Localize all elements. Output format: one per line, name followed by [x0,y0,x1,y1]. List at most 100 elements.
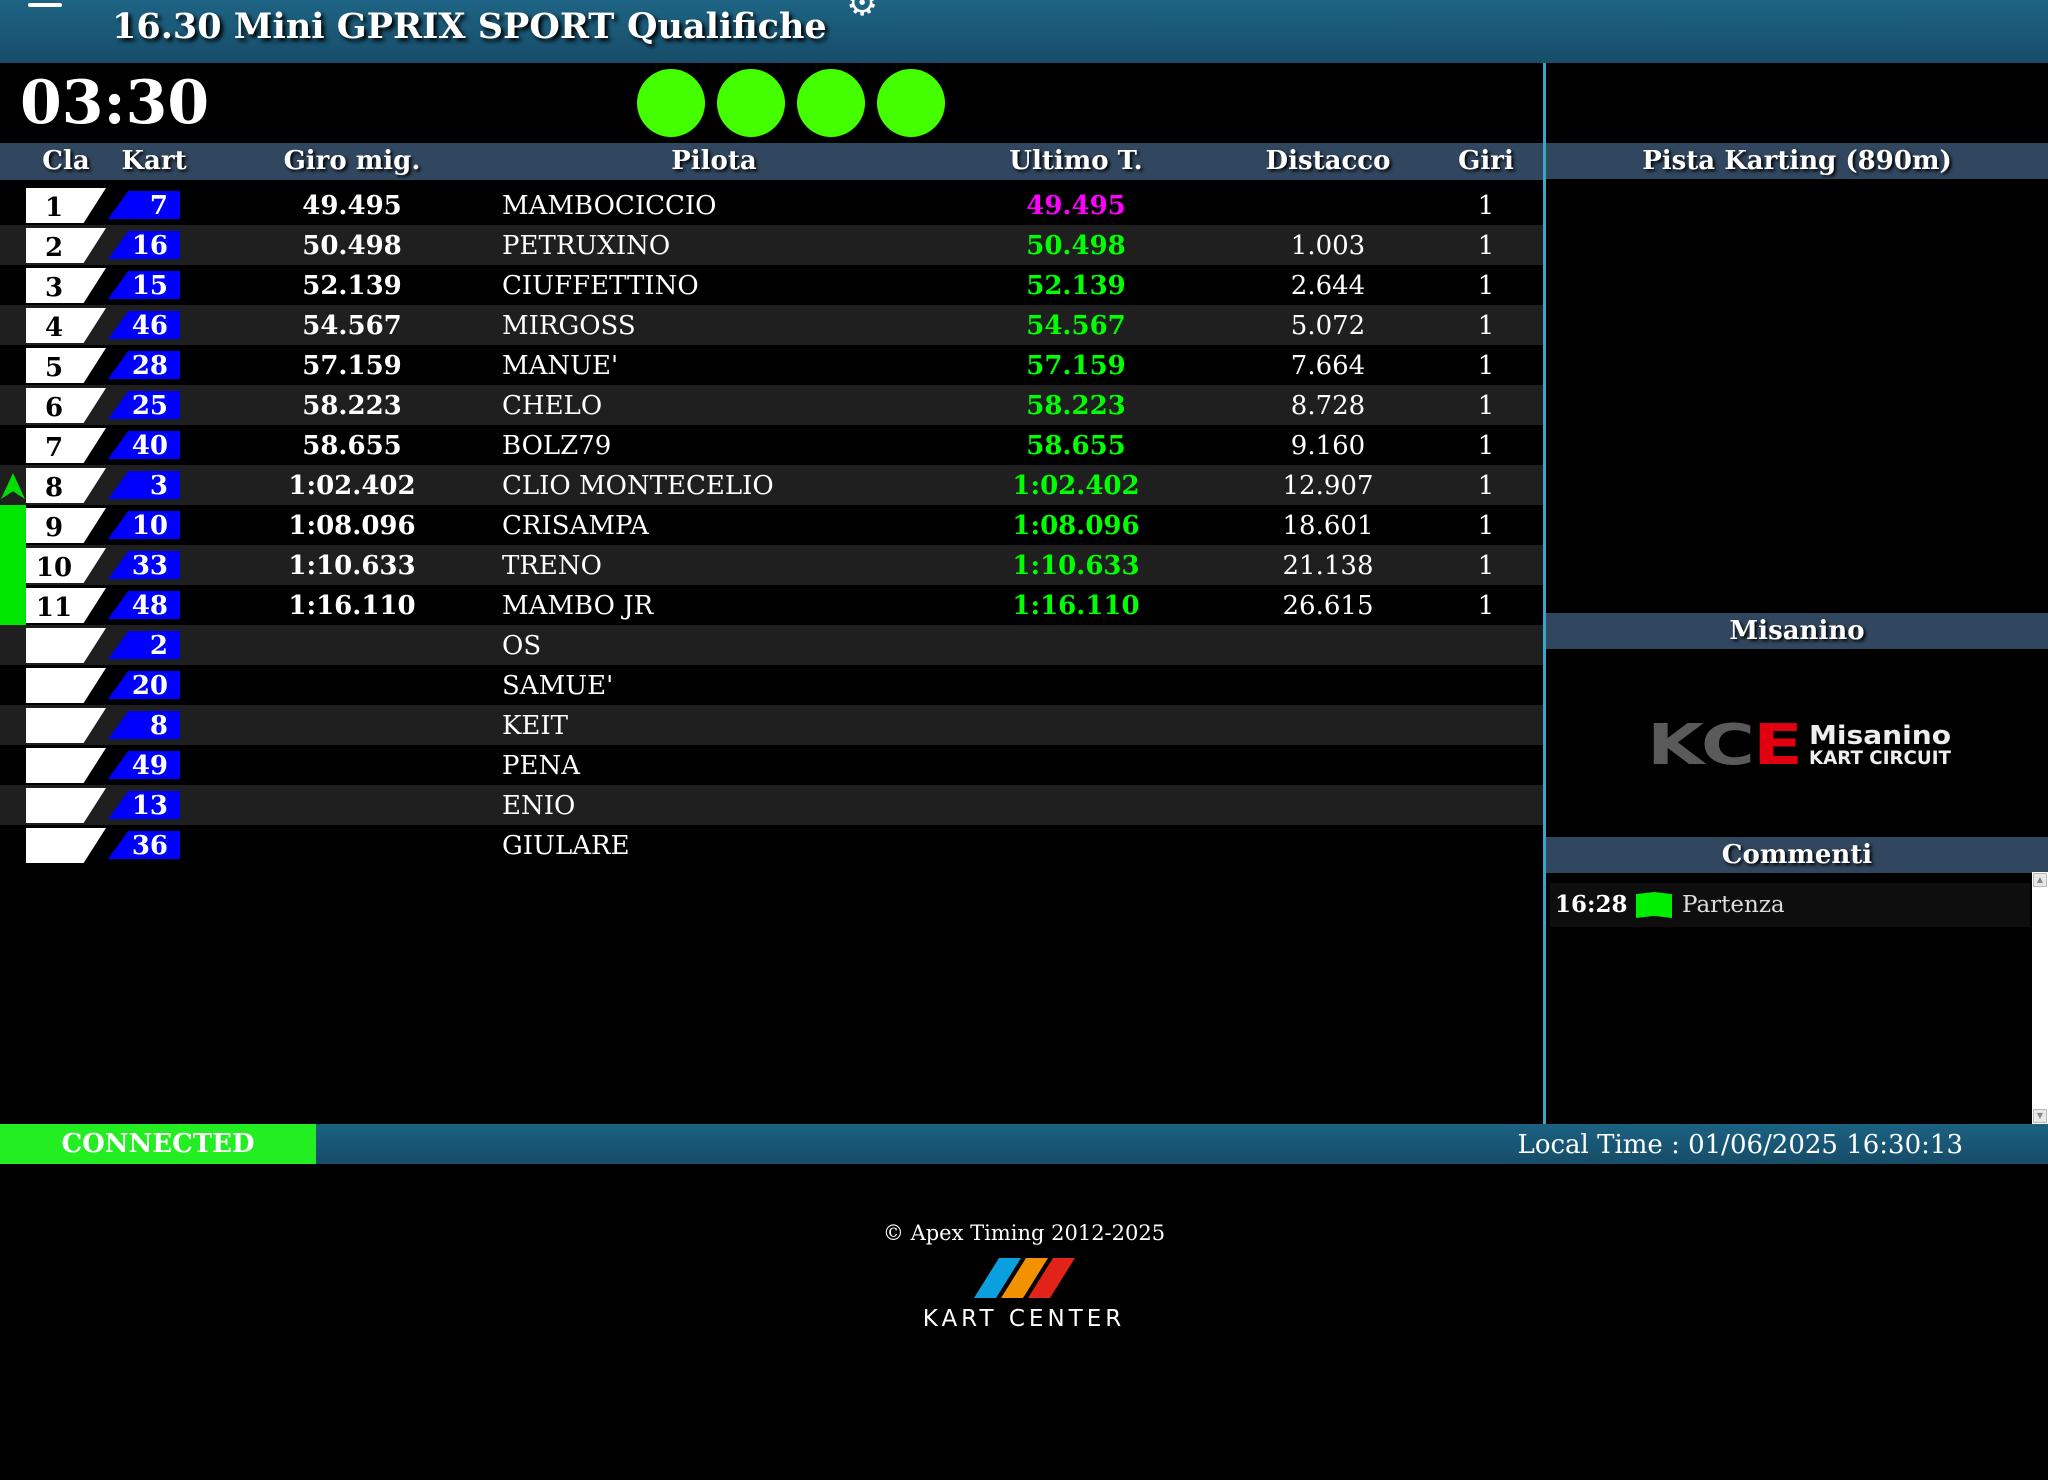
position-change-indicator [0,585,26,625]
connection-status: CONNECTED [0,1124,316,1164]
kart-number: 13 [108,791,180,819]
table-row[interactable]: 11 48 1:16.110 MAMBO JR 1:16.110 26.615 1 [0,585,1543,625]
comments-scrollbar[interactable]: ▲ ▼ [2032,872,2048,1124]
table-row[interactable]: 5 28 57.159 MANUE' 57.159 7.664 1 [0,345,1543,385]
best-lap: 1:10.633 [288,551,416,581]
position-badge: 1 [26,188,106,223]
gap: 2.644 [1290,271,1366,301]
standings-table: 1 7 49.495 MAMBOCICCIO 49.495 1 2 16 50.498 PETRU… [0,185,1543,865]
col-gap[interactable]: Distacco [1265,146,1391,176]
col-laps[interactable]: Giri [1458,146,1514,176]
laps: 1 [1477,351,1495,381]
position-badge: 10 [26,548,106,583]
last-lap: 54.567 [1026,311,1126,341]
col-driver[interactable]: Pilota [671,146,757,176]
position: 7 [44,433,64,463]
gap: 8.728 [1290,391,1366,421]
table-row[interactable]: 4 46 54.567 MIRGOSS 54.567 5.072 1 [0,305,1543,345]
table-header: Cla Kart Giro mig. Pilota Ultimo T. Dist… [0,143,1543,180]
table-row[interactable]: 7 40 58.655 BOLZ79 58.655 9.160 1 [0,425,1543,465]
gap: 26.615 [1282,591,1374,621]
scroll-down-arrow-icon[interactable]: ▼ [2033,1109,2047,1123]
last-lap: 57.159 [1026,351,1126,381]
last-lap: 52.139 [1026,271,1126,301]
position-badge: 5 [26,348,106,383]
table-row[interactable]: 36 GIULARE [0,825,1543,865]
position: 9 [44,513,64,543]
table-row[interactable]: 1 7 49.495 MAMBOCICCIO 49.495 1 [0,185,1543,225]
driver-name: KEIT [502,711,569,741]
position-badge: 3 [26,268,106,303]
best-lap: 58.655 [302,431,402,461]
position: 5 [44,353,64,383]
laps: 1 [1477,271,1495,301]
best-lap: 57.159 [302,351,402,381]
laps: 1 [1477,311,1495,341]
start-light [797,69,865,137]
kart-number: 7 [108,191,180,219]
driver-name: PETRUXINO [502,231,671,261]
col-best-lap[interactable]: Giro mig. [283,146,421,176]
best-lap: 1:08.096 [288,511,416,541]
last-lap: 1:08.096 [1012,511,1140,541]
position: 10 [35,553,73,583]
gap: 9.160 [1290,431,1366,461]
position-badge: 6 [26,388,106,423]
driver-name: GIULARE [502,831,630,861]
position: 4 [44,313,64,343]
position-badge [26,788,106,823]
table-row[interactable]: 13 ENIO [0,785,1543,825]
position-badge: 11 [26,588,106,623]
driver-name: ENIO [502,791,576,821]
position-badge [26,708,106,743]
table-row[interactable]: 9 10 1:08.096 CRISAMPA 1:08.096 18.601 1 [0,505,1543,545]
gap: 5.072 [1290,311,1366,341]
table-row[interactable]: 3 15 52.139 CIUFFETTINO 52.139 2.644 1 [0,265,1543,305]
venue-title: Misanino [1546,613,2048,649]
position: 8 [44,473,64,503]
driver-name: TRENO [502,551,602,581]
col-last-lap[interactable]: Ultimo T. [1009,146,1143,176]
table-row[interactable]: 6 25 58.223 CHELO 58.223 8.728 1 [0,385,1543,425]
col-cla[interactable]: Cla [42,146,90,176]
kart-number: 46 [108,311,180,339]
svg-text:Misanino: Misanino [1809,721,1951,751]
gear-icon[interactable]: ⚙ [846,0,879,24]
position-badge [26,668,106,703]
table-row[interactable]: 49 PENA [0,745,1543,785]
session-title: Qualifiche [627,6,827,47]
svg-text:KC: KC [1647,720,1755,766]
laps: 1 [1477,191,1495,221]
table-row[interactable]: 2 OS [0,625,1543,665]
gap: 7.664 [1290,351,1366,381]
gap: 21.138 [1282,551,1374,581]
position-badge: 9 [26,508,106,543]
position: 6 [44,393,64,423]
kart-number: 28 [108,351,180,379]
last-lap: 1:02.402 [1012,471,1140,501]
comment-item: 16:28 Partenza [1550,883,2030,927]
driver-name: OS [502,631,542,661]
gap: 12.907 [1282,471,1374,501]
driver-name: MANUE' [502,351,619,381]
kart-number: 33 [108,551,180,579]
table-row[interactable]: 8 3 1:02.402 CLIO MONTECELIO 1:02.402 12.907 1 [0,465,1543,505]
best-lap: 1:02.402 [288,471,416,501]
hamburger-icon[interactable] [28,0,62,16]
gap: 1.003 [1290,231,1366,261]
green-flag-icon [1636,892,1672,918]
kart-center-stripes-logo [970,1258,1080,1298]
table-row[interactable]: 10 33 1:10.633 TRENO 1:10.633 21.138 1 [0,545,1543,585]
table-row[interactable]: 20 SAMUE' [0,665,1543,705]
col-kart[interactable]: Kart [121,146,187,176]
table-row[interactable]: 8 KEIT [0,705,1543,745]
kart-number: 15 [108,271,180,299]
driver-name: BOLZ79 [502,431,612,461]
kart-number: 16 [108,231,180,259]
table-row[interactable]: 2 16 50.498 PETRUXINO 50.498 1.003 1 [0,225,1543,265]
position-badge: 4 [26,308,106,343]
laps: 1 [1477,471,1495,501]
scroll-up-arrow-icon[interactable]: ▲ [2033,873,2047,887]
best-lap: 54.567 [302,311,402,341]
last-lap: 50.498 [1026,231,1126,261]
